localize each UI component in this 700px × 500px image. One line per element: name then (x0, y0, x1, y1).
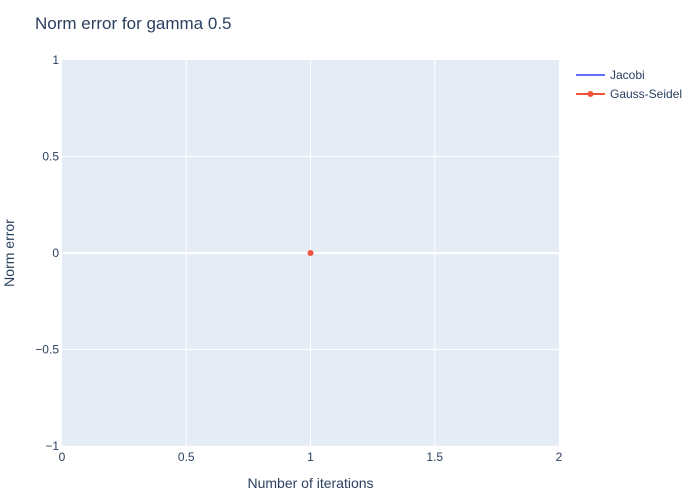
y-tick-label: −0.5 (35, 343, 59, 357)
legend-label: Gauss-Seidel (610, 87, 682, 101)
x-tick-label: 2 (556, 450, 563, 464)
x-tick-label: 0 (59, 450, 66, 464)
legend[interactable]: Jacobi Gauss-Seidel (576, 68, 682, 101)
y-tick-label: −1 (45, 439, 59, 453)
x-axis-title: Number of iterations (247, 475, 373, 491)
y-tick-label: 1 (52, 53, 59, 67)
legend-item[interactable]: Gauss-Seidel (576, 87, 682, 101)
series-layer (307, 250, 314, 256)
chart-title: Norm error for gamma 0.5 (35, 14, 232, 33)
x-tick-label: 1.5 (426, 450, 443, 464)
legend-item[interactable]: Jacobi (576, 68, 645, 82)
tick-layer: 0 0.5 1 1.5 2 1 0.5 0 −0.5 −1 (35, 53, 562, 464)
y-tick-label: 0 (52, 246, 59, 260)
x-tick-label: 1 (307, 450, 314, 464)
data-point (307, 250, 314, 256)
y-tick-label: 0.5 (42, 150, 59, 164)
x-tick-label: 0.5 (178, 450, 195, 464)
legend-marker (587, 91, 594, 97)
legend-label: Jacobi (610, 68, 645, 82)
y-axis-title: Norm error (1, 219, 17, 287)
